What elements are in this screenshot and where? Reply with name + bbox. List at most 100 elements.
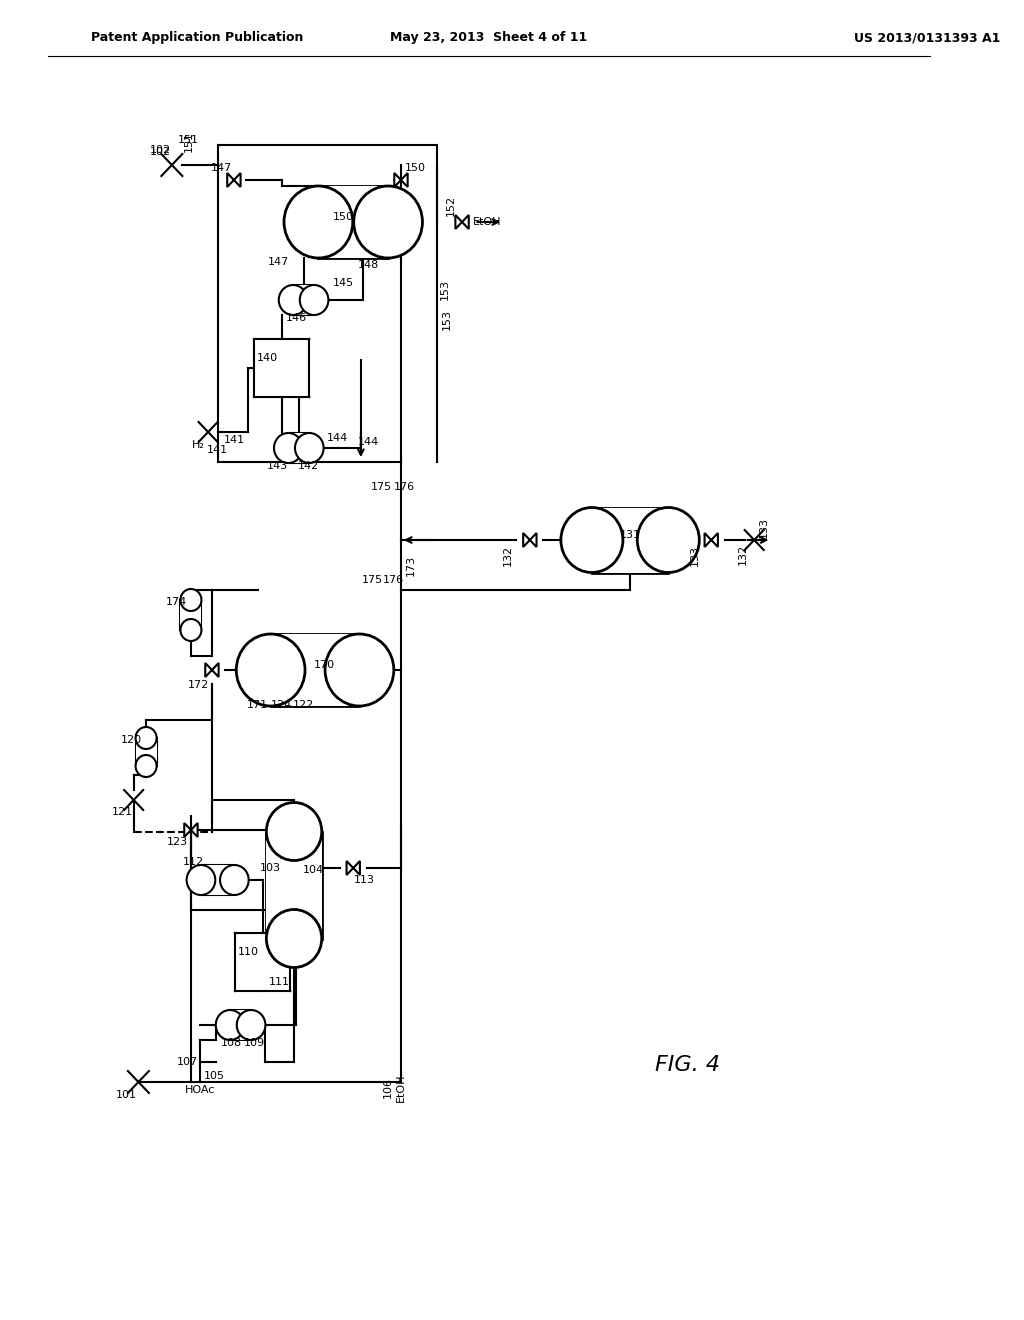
Bar xyxy=(318,186,388,257)
Text: 172: 172 xyxy=(188,680,209,690)
Polygon shape xyxy=(212,663,218,677)
Text: EtOH: EtOH xyxy=(396,1073,406,1102)
Text: 142: 142 xyxy=(298,461,319,471)
Ellipse shape xyxy=(325,634,394,706)
Text: 175: 175 xyxy=(361,576,383,585)
Bar xyxy=(266,832,322,939)
Text: 170: 170 xyxy=(314,660,335,671)
Ellipse shape xyxy=(353,186,423,257)
Polygon shape xyxy=(712,533,718,546)
Polygon shape xyxy=(233,173,241,187)
Ellipse shape xyxy=(279,285,307,315)
Text: 109: 109 xyxy=(244,1038,264,1048)
Polygon shape xyxy=(523,533,529,546)
Bar xyxy=(289,433,309,463)
Text: 102: 102 xyxy=(150,147,171,157)
Text: 153: 153 xyxy=(440,280,450,301)
Text: 122: 122 xyxy=(293,700,314,710)
Polygon shape xyxy=(462,215,469,228)
Text: 132: 132 xyxy=(503,544,513,565)
Text: 148: 148 xyxy=(357,260,379,271)
Ellipse shape xyxy=(216,1010,245,1040)
Text: 171: 171 xyxy=(247,700,268,710)
Text: 132: 132 xyxy=(737,544,748,565)
Text: 174: 174 xyxy=(166,597,187,607)
Polygon shape xyxy=(705,533,712,546)
Ellipse shape xyxy=(237,634,305,706)
Polygon shape xyxy=(529,533,537,546)
Ellipse shape xyxy=(637,507,699,573)
Text: H₂: H₂ xyxy=(193,440,205,450)
Bar xyxy=(234,933,290,991)
Text: 175: 175 xyxy=(372,482,392,492)
Text: US 2013/0131393 A1: US 2013/0131393 A1 xyxy=(854,32,1000,45)
Bar xyxy=(293,285,314,315)
Bar xyxy=(254,339,309,397)
Text: 144: 144 xyxy=(327,433,347,444)
Ellipse shape xyxy=(180,619,202,642)
Text: 110: 110 xyxy=(238,946,259,957)
Ellipse shape xyxy=(295,433,324,463)
Text: 176: 176 xyxy=(394,482,416,492)
Text: 151: 151 xyxy=(184,132,194,153)
Text: 133: 133 xyxy=(690,544,700,565)
Text: 103: 103 xyxy=(260,863,281,873)
Polygon shape xyxy=(227,173,233,187)
Bar xyxy=(180,601,202,630)
Ellipse shape xyxy=(561,507,623,573)
Text: 108: 108 xyxy=(220,1038,242,1048)
Ellipse shape xyxy=(300,285,329,315)
Text: 121: 121 xyxy=(112,807,133,817)
Text: 150: 150 xyxy=(333,213,354,222)
Text: 140: 140 xyxy=(257,352,278,363)
Ellipse shape xyxy=(284,186,352,257)
Text: 133: 133 xyxy=(759,516,769,537)
Text: 146: 146 xyxy=(286,313,306,323)
Text: 152: 152 xyxy=(445,194,456,215)
Polygon shape xyxy=(394,173,401,187)
Bar xyxy=(135,738,157,766)
Ellipse shape xyxy=(220,865,249,895)
Bar xyxy=(592,507,669,573)
Bar xyxy=(201,865,234,895)
Ellipse shape xyxy=(266,803,322,861)
Text: FIG. 4: FIG. 4 xyxy=(655,1055,720,1074)
Text: 173: 173 xyxy=(406,554,416,576)
Text: 113: 113 xyxy=(354,875,375,884)
Polygon shape xyxy=(190,822,198,837)
Bar xyxy=(270,634,359,706)
Ellipse shape xyxy=(135,727,157,748)
Text: Patent Application Publication: Patent Application Publication xyxy=(91,32,303,45)
Text: 112: 112 xyxy=(183,857,205,867)
Text: 123: 123 xyxy=(167,837,188,847)
Bar xyxy=(230,1010,251,1040)
Ellipse shape xyxy=(274,433,303,463)
Text: 151: 151 xyxy=(177,135,199,145)
Text: 147: 147 xyxy=(211,162,232,173)
Ellipse shape xyxy=(186,865,215,895)
Text: 143: 143 xyxy=(267,461,289,471)
Text: 105: 105 xyxy=(205,1071,225,1081)
Text: 153: 153 xyxy=(441,309,452,330)
Text: EtOH: EtOH xyxy=(473,216,501,227)
Text: HOAc: HOAc xyxy=(185,1085,216,1096)
Text: 106: 106 xyxy=(383,1077,392,1098)
Text: 147: 147 xyxy=(268,257,290,267)
Ellipse shape xyxy=(237,1010,265,1040)
Polygon shape xyxy=(456,215,462,228)
Polygon shape xyxy=(353,861,359,875)
Text: 145: 145 xyxy=(333,279,354,288)
Ellipse shape xyxy=(180,589,202,611)
Text: 141: 141 xyxy=(224,436,246,445)
Text: 131: 131 xyxy=(620,531,641,540)
Text: 101: 101 xyxy=(116,1090,136,1100)
Ellipse shape xyxy=(135,755,157,777)
Text: May 23, 2013  Sheet 4 of 11: May 23, 2013 Sheet 4 of 11 xyxy=(390,32,588,45)
Text: 124: 124 xyxy=(271,700,292,710)
Polygon shape xyxy=(346,861,353,875)
Text: 102: 102 xyxy=(150,145,171,154)
Text: 176: 176 xyxy=(383,576,403,585)
Text: 104: 104 xyxy=(302,865,324,875)
Text: 141: 141 xyxy=(207,445,228,455)
Polygon shape xyxy=(184,822,190,837)
